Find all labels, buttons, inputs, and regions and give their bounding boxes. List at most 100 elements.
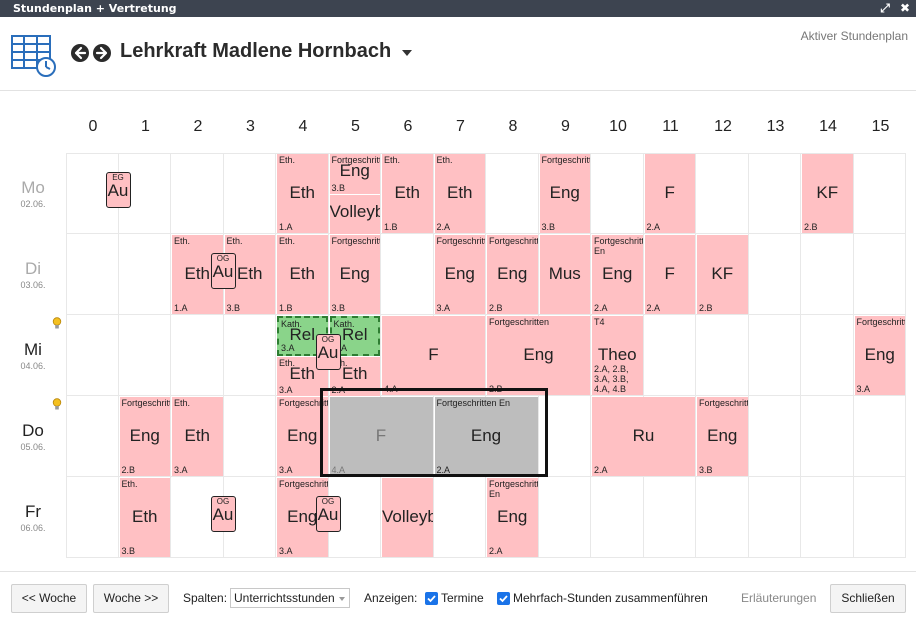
grid-cell[interactable] [853,153,906,234]
grid-cell[interactable] [853,234,906,315]
grid-cell[interactable] [276,396,329,477]
grid-cell[interactable] [591,234,644,315]
chevron-down-icon[interactable] [402,50,412,56]
grid-cell[interactable] [118,396,171,477]
grid-cell[interactable] [591,315,644,396]
appointments-label[interactable]: Termine [441,591,484,605]
grid-cell[interactable] [171,396,224,477]
grid-cell[interactable] [66,315,119,396]
grid-cell[interactable] [801,396,854,477]
grid-cell[interactable] [538,477,591,558]
grid-cell[interactable] [696,396,749,477]
grid-cell[interactable] [171,315,224,396]
grid-cell[interactable] [381,153,434,234]
lesson-block[interactable]: KF 2.B [802,154,853,233]
lesson-block[interactable]: Eth. Eth 1.B [382,154,433,233]
columns-select[interactable]: Unterrichtsstunden [230,588,350,608]
grid-cell[interactable] [801,477,854,558]
grid-cell[interactable] [433,234,486,315]
merge-checkbox[interactable] [497,592,510,605]
grid-cell[interactable] [643,153,696,234]
lightbulb-icon[interactable] [52,398,62,411]
grid-cell[interactable] [748,396,801,477]
grid-cell[interactable] [696,153,749,234]
room-badge[interactable]: OG Au [210,496,236,532]
lesson-block[interactable]: Volleyball [329,194,380,234]
grid-cell[interactable] [801,153,854,234]
appointments-checkbox[interactable] [425,592,438,605]
grid-cell[interactable] [643,396,696,477]
grid-cell[interactable] [66,234,119,315]
grid-cell[interactable] [801,234,854,315]
grid-cell[interactable] [433,153,486,234]
lesson-block[interactable]: Fortgeschritten Eng 3.A [277,397,328,476]
active-plan-link[interactable]: Aktiver Stundenplan [800,29,908,43]
lesson-block[interactable]: Eth. Eth 3.B [119,478,170,557]
grid-cell[interactable] [643,234,696,315]
grid-cell[interactable] [591,477,644,558]
grid-cell[interactable] [643,477,696,558]
grid-cell[interactable] [696,477,749,558]
prev-week-button[interactable]: << Woche [11,584,87,613]
grid-cell[interactable] [538,315,591,396]
lesson-block[interactable]: Ru 2.A [592,397,695,476]
grid-cell[interactable] [538,396,591,477]
lesson-block[interactable]: F 2.A [644,235,695,314]
room-badge[interactable]: OG Au [315,496,341,532]
grid-cell[interactable] [223,396,276,477]
grid-cell[interactable] [538,153,591,234]
grid-cell[interactable] [118,477,171,558]
grid-cell[interactable] [433,315,486,396]
grid-cell[interactable] [801,315,854,396]
maximize-icon[interactable]: ⤢ [880,1,890,15]
grid-cell[interactable] [748,477,801,558]
grid-cell[interactable] [223,153,276,234]
grid-cell[interactable] [853,315,906,396]
grid-cell[interactable] [486,477,539,558]
grid-cell[interactable] [118,234,171,315]
lightbulb-icon[interactable] [52,317,62,330]
prev-arrow-icon[interactable] [71,44,89,62]
grid-cell[interactable] [433,477,486,558]
room-badge[interactable]: EG Au [105,172,131,208]
grid-cell[interactable] [643,315,696,396]
grid-cell[interactable] [486,153,539,234]
room-badge[interactable]: OG Au [210,253,236,289]
grid-cell[interactable] [381,477,434,558]
grid-cell[interactable] [853,396,906,477]
grid-cell[interactable] [748,234,801,315]
grid-cell[interactable] [696,315,749,396]
lesson-block[interactable]: F 2.A [644,154,695,233]
lesson-block[interactable]: F 4.A [329,397,433,476]
lesson-block[interactable]: FortgeschrittenEng3.B [697,397,748,476]
lesson-block[interactable]: Eth. Eth 2.A [434,154,485,233]
merge-label[interactable]: Mehrfach-Stunden zusammenführen [513,591,708,605]
teacher-title[interactable]: Lehrkraft Madlene Hornbach [120,40,392,62]
lesson-block[interactable]: F 4.A [382,316,485,395]
close-button[interactable]: Schließen [830,584,906,613]
grid-cell[interactable] [66,477,119,558]
lesson-block[interactable]: FortgeschrittenEng3.B [329,154,380,194]
grid-cell[interactable] [223,477,276,558]
grid-cell[interactable] [328,234,381,315]
grid-cell[interactable] [853,477,906,558]
grid-cell[interactable] [591,153,644,234]
grid-cell[interactable] [118,315,171,396]
lesson-block[interactable]: Fortgeschritten Eng 3.A [434,235,485,314]
lesson-block[interactable]: Volleyball [382,478,433,557]
lesson-block[interactable]: Eth. Eth 3.A [172,397,223,476]
grid-cell[interactable] [328,477,381,558]
grid-cell[interactable] [381,234,434,315]
room-badge[interactable]: OG Au [315,334,341,370]
lesson-block[interactable]: FortgeschrittenEng3.B [539,154,590,233]
explanations-link[interactable]: Erläuterungen [741,591,817,605]
close-icon[interactable]: ✖ [899,1,911,15]
grid-cell[interactable] [171,153,224,234]
grid-cell[interactable] [486,234,539,315]
lesson-block[interactable]: Fortgeschritten Eng 3.A [854,316,905,395]
lesson-block[interactable]: KF 2.B [697,235,748,314]
lesson-block[interactable]: Eth. Eth 1.A [277,154,328,233]
